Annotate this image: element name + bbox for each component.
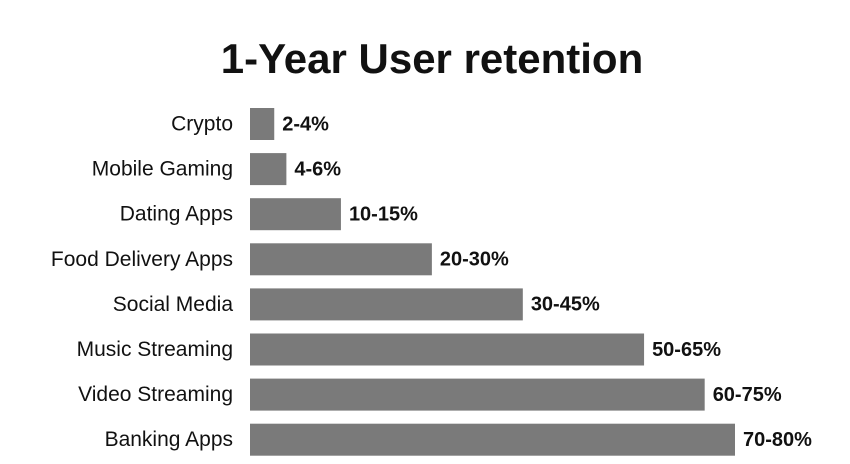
- category-label: Social Media: [113, 293, 234, 316]
- category-label: Crypto: [171, 113, 233, 136]
- value-label: 60-75%: [713, 384, 782, 406]
- category-label: Food Delivery Apps: [51, 248, 233, 271]
- category-label: Banking Apps: [105, 428, 233, 451]
- bar: [250, 378, 705, 411]
- category-label: Mobile Gaming: [92, 158, 233, 181]
- value-label: 50-65%: [652, 339, 721, 361]
- bar: [250, 288, 523, 321]
- bar: [250, 423, 735, 456]
- bar: [250, 333, 645, 366]
- value-label: 10-15%: [349, 203, 418, 225]
- category-label: Music Streaming: [77, 338, 233, 361]
- category-label: Video Streaming: [78, 383, 233, 406]
- value-label: 4-6%: [294, 158, 341, 180]
- bar: [250, 243, 432, 276]
- chart-title: 1-Year User retention: [221, 35, 644, 82]
- value-label: 70-80%: [743, 429, 812, 451]
- value-label: 20-30%: [440, 249, 509, 271]
- value-label: 2-4%: [282, 113, 329, 135]
- bar: [250, 153, 287, 186]
- bar: [250, 108, 275, 140]
- category-label: Dating Apps: [120, 203, 233, 226]
- value-label: 30-45%: [531, 294, 600, 316]
- bar: [250, 198, 341, 231]
